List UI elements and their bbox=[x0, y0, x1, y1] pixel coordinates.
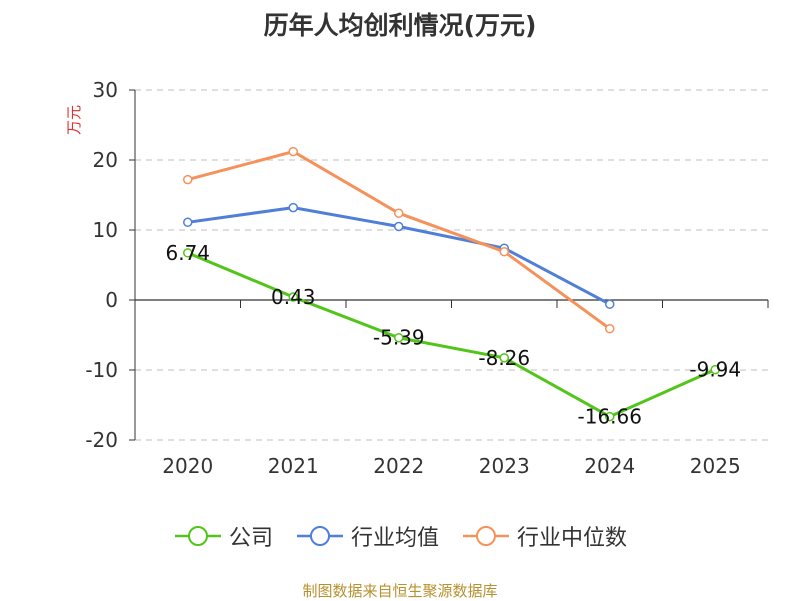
legend-marker-icon bbox=[174, 526, 221, 546]
legend-marker-icon bbox=[463, 526, 509, 546]
data-point bbox=[288, 202, 298, 213]
data-label: 6.74 bbox=[165, 241, 210, 265]
data-point bbox=[288, 146, 298, 157]
data-point bbox=[183, 174, 193, 185]
data-point bbox=[183, 248, 193, 258]
x-tick-label-2025: 2025 bbox=[690, 454, 741, 478]
chart-title: 历年人均创利情况(万元) bbox=[263, 11, 537, 40]
y-tick-label: 0 bbox=[105, 288, 118, 312]
data-point bbox=[499, 246, 509, 257]
x-tick-label-2023: 2023 bbox=[479, 454, 530, 478]
y-tick-label: 20 bbox=[93, 148, 118, 172]
legend-circle bbox=[187, 526, 208, 546]
source-note: 制图数据来自恒生聚源数据库 bbox=[302, 582, 498, 600]
x-tick-label-2020: 2020 bbox=[162, 454, 213, 478]
data-point bbox=[499, 353, 509, 363]
data-labels: 6.74 0.43 -5.39 -8.26 -16.66 -9.94 bbox=[165, 241, 741, 429]
data-point bbox=[605, 411, 615, 422]
legend: 公司 行业均值 行业中位数 bbox=[0, 520, 800, 552]
legend-item-1[interactable]: 行业均值 bbox=[295, 520, 439, 552]
data-point bbox=[394, 332, 404, 343]
legend-marker-icon bbox=[296, 526, 343, 546]
series-line-0 bbox=[186, 251, 717, 419]
y-tick-label: -10 bbox=[85, 358, 118, 382]
data-point bbox=[394, 221, 404, 232]
y-tick-label: 10 bbox=[93, 218, 118, 242]
data-point bbox=[394, 208, 404, 218]
legend-label: 行业中位数 bbox=[517, 526, 628, 551]
y-tick-label: 30 bbox=[93, 78, 118, 102]
y-axis-label: 万元 bbox=[65, 105, 83, 135]
data-label: -9.94 bbox=[689, 358, 741, 382]
data-point bbox=[605, 323, 615, 334]
series-lines bbox=[183, 146, 720, 422]
y-tick-label: -20 bbox=[85, 428, 118, 452]
x-tick-label-2021: 2021 bbox=[268, 454, 319, 478]
legend-circle bbox=[309, 526, 330, 546]
legend-label: 公司 bbox=[228, 526, 273, 551]
data-label: 0.43 bbox=[271, 285, 316, 309]
data-label: -16.66 bbox=[578, 405, 642, 429]
legend-item-2[interactable]: 行业中位数 bbox=[461, 520, 627, 552]
x-tick-label-2022: 2022 bbox=[373, 454, 424, 478]
legend-label: 行业均值 bbox=[350, 526, 439, 551]
data-point bbox=[605, 299, 615, 309]
legend-circle bbox=[476, 526, 496, 546]
data-point bbox=[183, 217, 193, 228]
series-line-2 bbox=[186, 150, 612, 331]
legend-item-0[interactable]: 公司 bbox=[173, 520, 273, 552]
data-label: -8.26 bbox=[478, 346, 530, 370]
data-point bbox=[710, 364, 720, 375]
data-label: -5.39 bbox=[373, 326, 425, 350]
x-tick-label-2024: 2024 bbox=[584, 454, 635, 478]
axes: 30 20 10 0 -10 -20 2020 2021 2022 2023 2024 2025 bbox=[85, 78, 769, 478]
data-point bbox=[288, 292, 298, 302]
